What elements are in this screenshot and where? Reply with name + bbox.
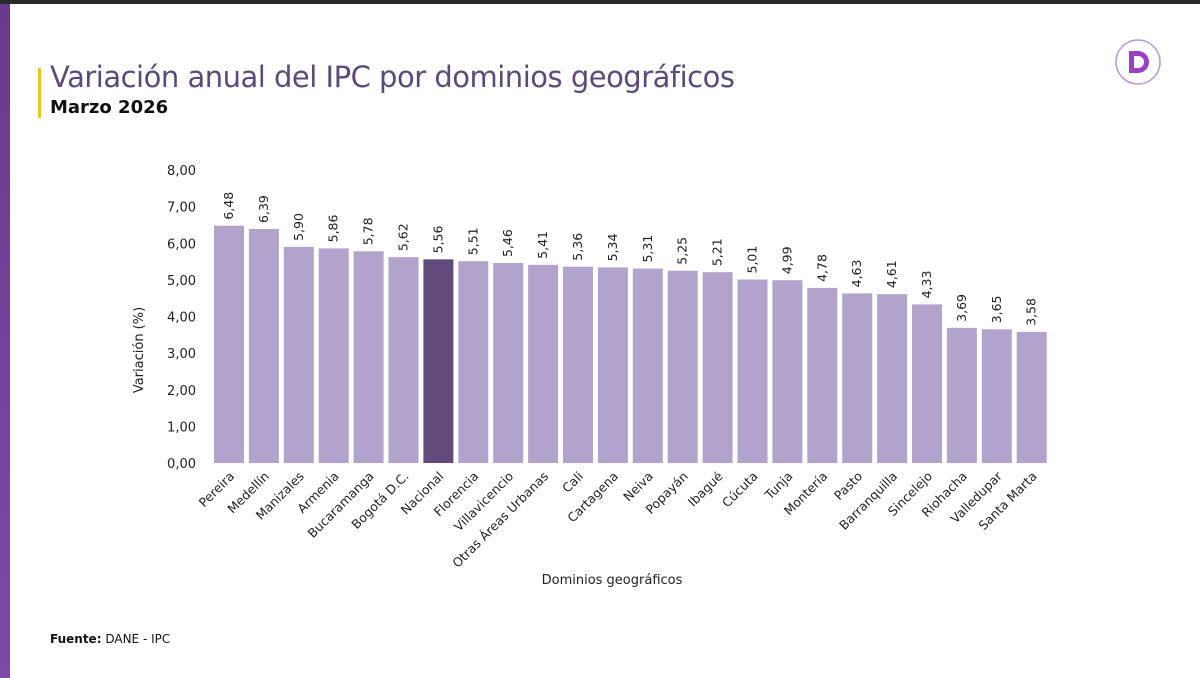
bar <box>214 225 244 463</box>
data-label: 4,33 <box>919 271 934 299</box>
y-tick-label: 3,00 <box>167 347 196 362</box>
data-label: 4,78 <box>814 254 829 282</box>
bar <box>632 268 663 463</box>
bar <box>772 280 803 463</box>
bar <box>667 270 698 463</box>
bar <box>493 263 524 463</box>
source-note: Fuente: DANE - IPC <box>50 632 170 646</box>
bar <box>353 251 384 463</box>
data-label: 5,34 <box>605 234 620 262</box>
data-label: 5,90 <box>291 213 306 241</box>
data-label: 5,36 <box>570 233 585 261</box>
x-tick-label: Cúcuta <box>719 469 761 511</box>
data-label: 5,56 <box>430 225 445 253</box>
bar <box>1016 331 1047 463</box>
source-label: Fuente: <box>50 632 102 646</box>
y-axis-title: Variación (%) <box>132 307 147 393</box>
page-title: Variación anual del IPC por dominios geo… <box>50 60 735 94</box>
bar <box>737 279 768 463</box>
y-tick-label: 4,00 <box>167 311 196 326</box>
x-axis-title: Dominios geográficos <box>542 573 683 588</box>
x-tick-label: Ibagué <box>685 468 726 509</box>
bar <box>702 272 733 463</box>
bar <box>877 294 908 463</box>
data-label: 5,78 <box>361 217 376 245</box>
y-tick-label: 7,00 <box>167 201 196 216</box>
data-label: 5,25 <box>675 237 690 265</box>
bar <box>248 228 279 463</box>
data-label: 6,39 <box>256 195 271 223</box>
bar <box>283 246 314 463</box>
bar <box>912 304 942 463</box>
data-label: 5,31 <box>640 235 655 263</box>
page-subtitle: Marzo 2026 <box>50 97 169 118</box>
data-label: 4,61 <box>884 260 899 288</box>
bar <box>807 287 838 463</box>
x-tick-label: Cali <box>559 469 586 496</box>
data-label: 3,58 <box>1024 298 1039 326</box>
bar <box>597 267 628 463</box>
y-tick-label: 8,00 <box>167 164 196 179</box>
data-label: 4,63 <box>849 260 864 288</box>
bar <box>528 264 559 463</box>
dane-logo-icon <box>1115 39 1161 85</box>
data-label: 6,48 <box>221 192 236 220</box>
bar <box>946 327 977 463</box>
y-tick-label: 0,00 <box>167 457 196 472</box>
bar <box>318 248 349 463</box>
window-top-bar <box>0 0 1200 4</box>
data-label: 5,01 <box>745 246 760 274</box>
data-label: 4,99 <box>779 246 794 274</box>
y-tick-label: 2,00 <box>167 384 196 399</box>
bar <box>458 261 489 463</box>
data-label: 5,51 <box>465 227 480 255</box>
source-value: DANE - IPC <box>105 632 171 646</box>
bar <box>981 329 1012 463</box>
data-label: 5,86 <box>326 214 341 242</box>
y-tick-label: 5,00 <box>167 274 196 289</box>
bar <box>842 293 873 463</box>
y-tick-label: 6,00 <box>167 237 196 252</box>
bar <box>388 257 419 463</box>
bar <box>563 266 593 463</box>
data-label: 5,21 <box>710 238 725 266</box>
data-label: 5,41 <box>535 231 550 259</box>
data-label: 3,65 <box>989 295 1004 323</box>
y-tick-label: 1,00 <box>167 420 196 435</box>
bar <box>423 259 454 463</box>
data-label: 5,46 <box>500 229 515 257</box>
data-label: 5,62 <box>396 223 411 251</box>
side-accent-strip <box>0 4 10 678</box>
data-label: 3,69 <box>954 294 969 322</box>
title-accent-bar <box>38 68 41 118</box>
